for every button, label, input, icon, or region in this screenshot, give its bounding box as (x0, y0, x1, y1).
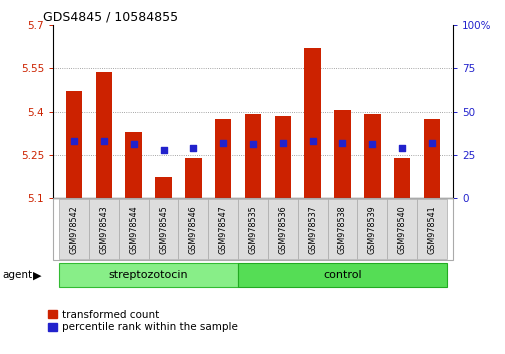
Text: GSM978535: GSM978535 (248, 205, 257, 253)
Point (248, 142, 257, 147)
FancyBboxPatch shape (119, 200, 148, 259)
Point (219, 140, 227, 145)
FancyBboxPatch shape (386, 200, 416, 259)
Point (397, 145, 406, 151)
Text: GSM978546: GSM978546 (188, 205, 197, 253)
Bar (334, 110, 350, 198)
Text: GSM978537: GSM978537 (308, 205, 317, 253)
Bar (66, 91, 82, 198)
Text: streptozotocin: streptozotocin (109, 270, 188, 280)
Text: GSM978544: GSM978544 (129, 205, 138, 253)
Text: GSM978541: GSM978541 (427, 205, 436, 253)
Text: GSM978547: GSM978547 (218, 205, 227, 253)
Bar (423, 119, 439, 198)
Bar (393, 158, 410, 198)
Text: agent: agent (3, 270, 33, 280)
FancyBboxPatch shape (178, 200, 208, 259)
FancyBboxPatch shape (208, 200, 238, 259)
Bar (304, 48, 320, 198)
Bar (244, 114, 261, 198)
Bar (125, 132, 141, 198)
Bar (155, 177, 171, 198)
FancyBboxPatch shape (238, 200, 267, 259)
FancyBboxPatch shape (357, 200, 386, 259)
FancyBboxPatch shape (89, 200, 119, 259)
Point (308, 138, 316, 144)
Text: control: control (323, 270, 361, 280)
FancyBboxPatch shape (267, 200, 297, 259)
Text: ▶: ▶ (33, 270, 41, 280)
Point (368, 142, 376, 147)
Bar (364, 114, 380, 198)
FancyBboxPatch shape (59, 200, 89, 259)
FancyBboxPatch shape (238, 263, 446, 287)
FancyBboxPatch shape (297, 200, 327, 259)
Point (129, 142, 137, 147)
Bar (95, 73, 112, 198)
FancyBboxPatch shape (416, 200, 446, 259)
Point (338, 140, 346, 145)
Bar (215, 119, 231, 198)
FancyBboxPatch shape (327, 200, 357, 259)
Point (278, 140, 286, 145)
FancyBboxPatch shape (59, 263, 238, 287)
Bar (274, 116, 290, 198)
Point (189, 145, 197, 151)
Bar (185, 158, 201, 198)
Point (70, 138, 78, 144)
Point (427, 140, 435, 145)
Point (99, 138, 108, 144)
Text: GSM978539: GSM978539 (367, 205, 376, 253)
Text: GSM978542: GSM978542 (69, 205, 78, 253)
Point (159, 147, 167, 153)
FancyBboxPatch shape (148, 200, 178, 259)
Text: GSM978543: GSM978543 (99, 205, 108, 253)
Text: GSM978545: GSM978545 (159, 205, 168, 253)
Legend: transformed count, percentile rank within the sample: transformed count, percentile rank withi… (48, 310, 237, 332)
Text: GSM978540: GSM978540 (397, 205, 406, 253)
Text: GSM978538: GSM978538 (337, 205, 346, 253)
Text: GSM978536: GSM978536 (278, 205, 287, 253)
Text: GDS4845 / 10584855: GDS4845 / 10584855 (43, 11, 178, 24)
